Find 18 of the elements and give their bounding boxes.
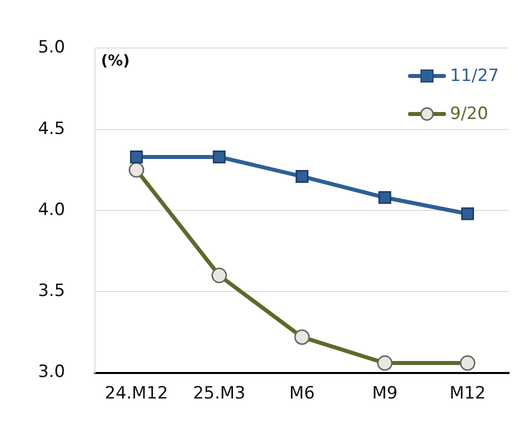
x-tick-label: M9 bbox=[372, 383, 398, 404]
y-axis-title: (%) bbox=[101, 52, 130, 70]
x-tick-label: 24.M12 bbox=[104, 383, 168, 404]
y-tick-label: 5.0 bbox=[38, 38, 66, 58]
x-tick-label: M6 bbox=[289, 383, 315, 404]
x-tick-label: 25.M3 bbox=[192, 383, 246, 404]
legend-label: 9/20 bbox=[450, 104, 488, 124]
point bbox=[130, 150, 143, 164]
y-tick-label: 4.5 bbox=[38, 118, 66, 139]
y-tick-label: 3.0 bbox=[38, 362, 66, 382]
point bbox=[212, 150, 226, 164]
point bbox=[378, 191, 392, 204]
point bbox=[461, 207, 474, 220]
y-tick-label: 4.0 bbox=[38, 200, 66, 220]
x-tick-label: M12 bbox=[449, 383, 486, 404]
legend-label: 11/27 bbox=[450, 66, 499, 86]
y-tick-label: 3.5 bbox=[38, 281, 66, 302]
point bbox=[296, 170, 308, 183]
